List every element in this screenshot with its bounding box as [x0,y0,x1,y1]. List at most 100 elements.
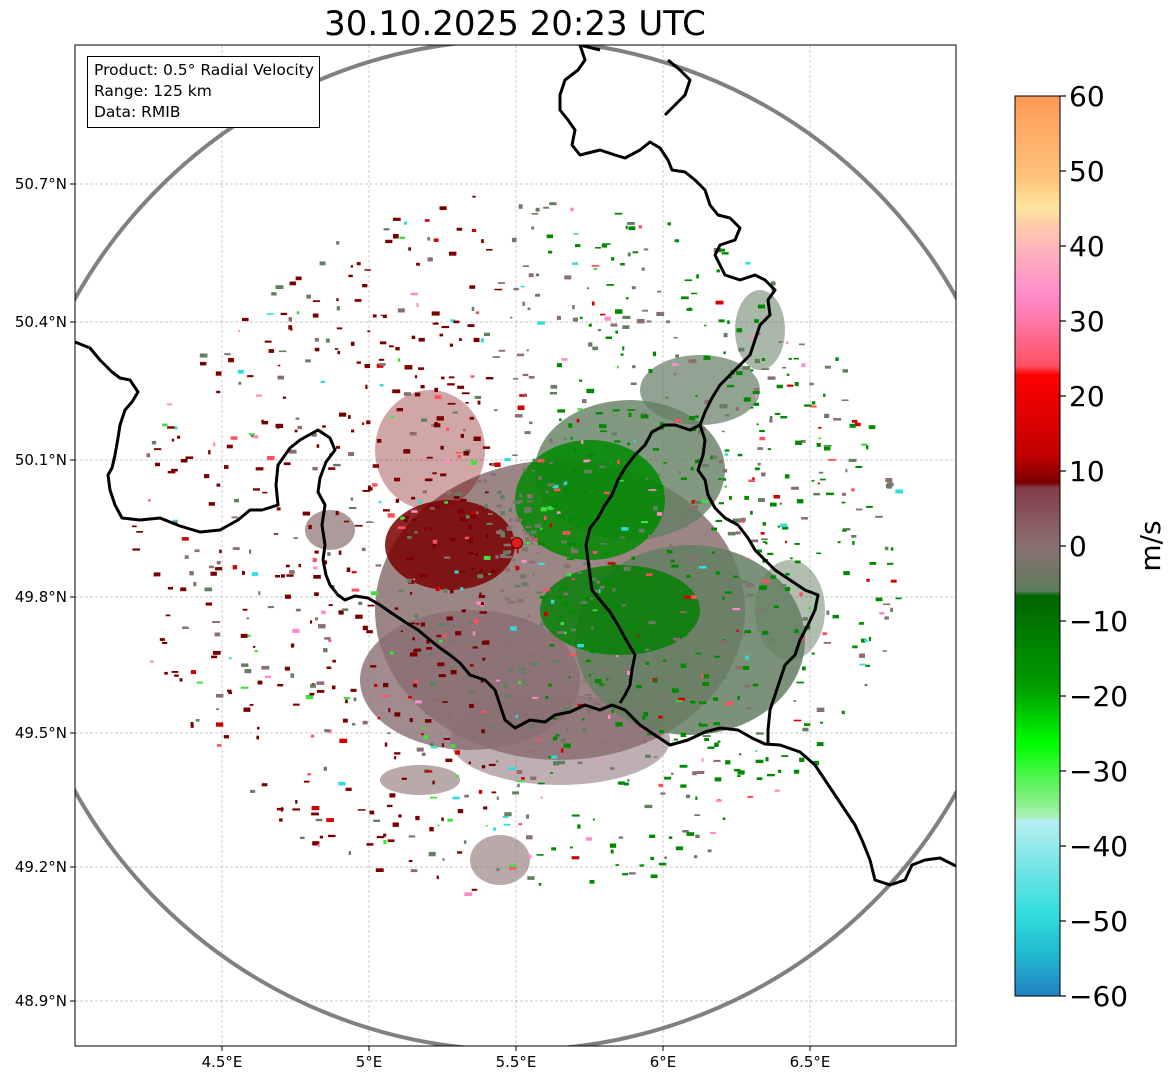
echo-speckle [279,818,283,822]
echo-speckle [522,373,529,377]
echo-speckle [631,286,636,290]
echo-speckle [153,572,161,577]
echo-speckle [243,707,251,712]
echo-speckle [520,285,525,288]
echo-speckle [213,442,216,447]
echo-speckle [450,744,456,748]
echo-speckle [532,469,536,472]
echo-speckle [420,733,425,736]
echo-speckle [581,440,584,445]
echo-speckle [262,491,268,494]
echo-speckle [681,296,689,300]
echo-speckle [550,772,554,774]
echo-speckle [167,470,176,474]
x-tick-label: 5°E [356,1053,383,1071]
echo-speckle [350,497,354,501]
echo-speckle [433,238,439,242]
echo-speckle [654,679,658,683]
echo-speckle [690,557,697,561]
echo-speckle [572,262,579,265]
echo-speckle [328,604,333,606]
echo-speckle [791,486,799,490]
echo-speckle [215,371,222,376]
echo-speckle [723,332,728,338]
echo-speckle [589,597,594,600]
echo-speckle [835,357,839,361]
echo-speckle [470,664,474,667]
map-title: 30.10.2025 20:23 UTC [324,4,706,44]
echo-speckle [504,458,511,462]
echo-speckle [208,450,211,455]
echo-speckle [525,508,532,512]
echo-speckle [383,509,390,512]
echo-speckle [550,384,558,389]
echo-speckle [582,728,587,733]
echo-speckle [721,430,725,433]
echo-speckle [781,755,789,757]
echo-speckle [311,812,319,816]
echo-speckle [757,304,765,309]
echo-speckle [672,363,679,366]
echo-speckle [549,438,553,443]
echo-speckle [372,464,379,468]
echo-speckle [568,423,573,428]
echo-speckle [244,669,252,674]
echo-speckle [166,403,173,406]
echo-speckle [643,712,649,717]
echo-speckle [227,689,232,693]
echo-speckle [562,602,569,607]
echo-speckle [316,444,320,448]
echo-speckle [469,285,476,289]
echo-speckle [348,507,357,510]
echo-speckle [793,769,800,774]
echo-speckle [795,440,803,445]
echo-speckle [358,601,363,605]
echo-speckle [494,462,501,467]
echo-speckle [189,571,194,576]
echo-speckle [701,758,704,762]
echo-speckle [615,309,623,314]
echo-speckle [804,723,811,726]
echo-speckle [242,608,248,611]
echo-speckle [698,565,707,569]
echo-speckle [527,500,534,503]
echo-speckle [610,323,618,327]
echo-speckle [450,589,454,594]
echo-speckle [606,243,611,245]
echo-speckle [612,409,620,412]
echo-speckle [608,714,611,719]
echo-speckle [464,794,469,798]
echo-speckle [420,622,425,627]
echo-speckle [547,506,554,510]
echo-speckle [704,737,709,741]
echo-speckle [742,366,751,370]
echo-speckle [148,499,151,502]
echo-speckle [162,423,168,427]
echo-speckle [716,269,720,273]
echo-speckle [528,273,534,278]
echo-speckle [622,325,630,329]
echo-speckle [216,561,221,565]
echo-speckle [136,531,144,533]
echo-speckle [499,529,502,532]
echo-speckle [457,509,465,514]
echo-speckle [282,396,287,399]
echo-speckle [257,726,260,730]
echo-speckle [617,479,624,482]
echo-speckle [762,522,766,526]
product-label: Product: 0.5° Radial Velocity [94,61,314,79]
echo-speckle [172,519,178,522]
echo-speckle [641,267,645,271]
echo-speckle [633,440,636,443]
echo-speckle [627,409,635,411]
echo-speckle [432,544,436,549]
echo-speckle [615,330,618,334]
echo-speckle [680,784,687,788]
echo-speckle [445,758,453,763]
echo-speckle [264,675,272,679]
echo-speckle [569,653,577,657]
echo-speckle [523,393,527,397]
echo-speckle [310,684,316,688]
echo-speckle [600,586,605,589]
echo-speckle [454,570,459,574]
